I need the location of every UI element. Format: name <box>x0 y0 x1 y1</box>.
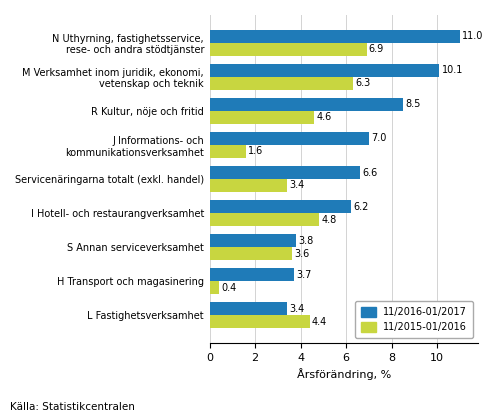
Bar <box>210 268 294 281</box>
X-axis label: Årsförändring, %: Årsförändring, % <box>297 368 391 380</box>
Bar <box>210 77 353 90</box>
Bar <box>210 234 296 247</box>
Bar <box>210 200 351 213</box>
Bar <box>210 315 310 328</box>
Bar <box>210 30 460 43</box>
Text: 4.8: 4.8 <box>321 215 336 225</box>
Bar <box>210 43 367 56</box>
Text: Källa: Statistikcentralen: Källa: Statistikcentralen <box>10 402 135 412</box>
Text: 8.5: 8.5 <box>405 99 421 109</box>
Bar <box>210 247 291 260</box>
Bar <box>210 166 360 179</box>
Text: 1.6: 1.6 <box>248 146 264 156</box>
Text: 3.4: 3.4 <box>289 304 305 314</box>
Text: 4.6: 4.6 <box>317 112 332 122</box>
Bar <box>210 132 369 145</box>
Text: 11.0: 11.0 <box>462 31 484 41</box>
Legend: 11/2016-01/2017, 11/2015-01/2016: 11/2016-01/2017, 11/2015-01/2016 <box>355 301 473 338</box>
Text: 3.7: 3.7 <box>296 270 312 280</box>
Text: 3.6: 3.6 <box>294 248 309 259</box>
Text: 3.4: 3.4 <box>289 181 305 191</box>
Text: 6.9: 6.9 <box>369 45 384 54</box>
Text: 7.0: 7.0 <box>371 134 387 144</box>
Bar <box>210 179 287 192</box>
Bar <box>210 145 246 158</box>
Bar <box>210 98 403 111</box>
Text: 6.2: 6.2 <box>353 202 368 212</box>
Bar <box>210 111 314 124</box>
Text: 6.3: 6.3 <box>355 78 370 88</box>
Bar <box>210 302 287 315</box>
Text: 4.4: 4.4 <box>312 317 327 327</box>
Text: 0.4: 0.4 <box>221 282 236 292</box>
Text: 10.1: 10.1 <box>442 65 463 75</box>
Bar <box>210 213 319 226</box>
Bar <box>210 281 219 294</box>
Bar <box>210 64 439 77</box>
Text: 3.8: 3.8 <box>298 235 314 245</box>
Text: 6.6: 6.6 <box>362 168 377 178</box>
